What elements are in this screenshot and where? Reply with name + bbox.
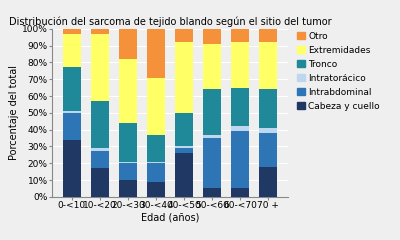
Bar bbox=[175, 42, 193, 113]
Bar bbox=[259, 133, 277, 167]
Bar bbox=[175, 148, 193, 153]
Bar bbox=[175, 113, 193, 146]
Bar bbox=[231, 188, 249, 197]
Bar bbox=[63, 67, 81, 111]
Bar bbox=[259, 128, 277, 133]
Legend: Otro, Extremidades, Tronco, Intratorácico, Intrabdominal, Cabeza y cuello: Otro, Extremidades, Tronco, Intratorácic… bbox=[295, 30, 382, 112]
Bar bbox=[63, 140, 81, 197]
Bar bbox=[259, 167, 277, 197]
Bar bbox=[231, 88, 249, 126]
Bar bbox=[259, 29, 277, 42]
Bar bbox=[63, 29, 81, 34]
Y-axis label: Porcentaje del total: Porcentaje del total bbox=[9, 65, 19, 160]
Bar bbox=[203, 44, 221, 89]
Bar bbox=[119, 29, 137, 59]
Bar bbox=[91, 29, 109, 34]
Bar bbox=[63, 113, 81, 140]
Bar bbox=[147, 182, 165, 197]
Title: Distribución del sarcoma de tejido blando según el sitio del tumor: Distribución del sarcoma de tejido bland… bbox=[9, 16, 331, 27]
Bar bbox=[259, 89, 277, 128]
Bar bbox=[231, 126, 249, 131]
Bar bbox=[203, 138, 221, 188]
Bar bbox=[91, 151, 109, 168]
Bar bbox=[147, 162, 165, 163]
Bar bbox=[147, 163, 165, 182]
Bar bbox=[203, 188, 221, 197]
Bar bbox=[147, 78, 165, 135]
Bar bbox=[231, 42, 249, 88]
Bar bbox=[91, 148, 109, 151]
Bar bbox=[91, 34, 109, 101]
Bar bbox=[231, 131, 249, 188]
Bar bbox=[119, 162, 137, 163]
Bar bbox=[147, 135, 165, 162]
Bar bbox=[259, 42, 277, 89]
Bar bbox=[63, 111, 81, 113]
X-axis label: Edad (años): Edad (años) bbox=[141, 213, 199, 223]
Bar bbox=[231, 29, 249, 42]
Bar bbox=[119, 59, 137, 123]
Bar bbox=[175, 153, 193, 197]
Bar bbox=[203, 29, 221, 44]
Bar bbox=[147, 29, 165, 78]
Bar bbox=[175, 29, 193, 42]
Bar bbox=[203, 89, 221, 135]
Bar bbox=[203, 135, 221, 138]
Bar bbox=[63, 34, 81, 67]
Bar bbox=[119, 163, 137, 180]
Bar bbox=[119, 123, 137, 162]
Bar bbox=[91, 101, 109, 148]
Bar bbox=[119, 180, 137, 197]
Bar bbox=[91, 168, 109, 197]
Bar bbox=[175, 146, 193, 148]
